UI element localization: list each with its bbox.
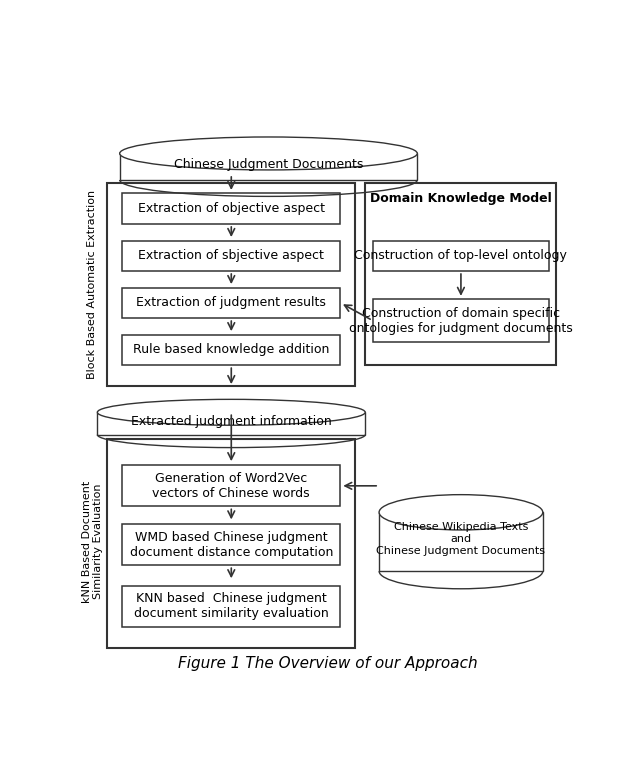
Text: KNN based  Chinese judgment
document similarity evaluation: KNN based Chinese judgment document simi… bbox=[134, 592, 329, 620]
Bar bbox=[108, 183, 355, 386]
Text: Chinese Wikipedia Texts
and
Chinese Judgment Documents: Chinese Wikipedia Texts and Chinese Judg… bbox=[376, 523, 545, 555]
Bar bbox=[379, 513, 543, 571]
Bar bbox=[122, 335, 340, 365]
Text: Generation of Word2Vec
vectors of Chinese words: Generation of Word2Vec vectors of Chines… bbox=[152, 472, 310, 500]
Bar bbox=[122, 193, 340, 224]
Text: Extraction of judgment results: Extraction of judgment results bbox=[136, 296, 326, 309]
Text: Extraction of sbjective aspect: Extraction of sbjective aspect bbox=[138, 249, 324, 262]
Bar bbox=[97, 413, 365, 435]
Bar bbox=[108, 439, 355, 648]
Text: kNN Based Document
Similarity Evaluation: kNN Based Document Similarity Evaluation bbox=[82, 481, 103, 603]
Ellipse shape bbox=[97, 400, 365, 426]
Bar bbox=[122, 524, 340, 565]
Text: Domain Knowledge Model: Domain Knowledge Model bbox=[370, 193, 552, 206]
Ellipse shape bbox=[379, 494, 543, 530]
Text: Rule based knowledge addition: Rule based knowledge addition bbox=[133, 344, 330, 357]
Text: WMD based Chinese judgment
document distance computation: WMD based Chinese judgment document dist… bbox=[129, 531, 333, 558]
Bar bbox=[122, 287, 340, 318]
Text: Chinese Judgment Documents: Chinese Judgment Documents bbox=[174, 157, 363, 170]
Bar bbox=[372, 299, 548, 342]
Bar bbox=[122, 586, 340, 627]
Bar bbox=[365, 183, 556, 365]
Text: Construction of top-level ontology: Construction of top-level ontology bbox=[355, 249, 567, 262]
Bar bbox=[122, 241, 340, 271]
Ellipse shape bbox=[120, 137, 417, 170]
Bar bbox=[372, 241, 548, 271]
Text: Figure 1 The Overview of our Approach: Figure 1 The Overview of our Approach bbox=[178, 656, 478, 671]
Bar bbox=[120, 154, 417, 180]
Bar bbox=[122, 465, 340, 507]
Text: Extracted judgment information: Extracted judgment information bbox=[131, 415, 332, 428]
Text: Block Based Automatic Extraction: Block Based Automatic Extraction bbox=[88, 190, 97, 379]
Text: Construction of domain specific
ontologies for judgment documents: Construction of domain specific ontologi… bbox=[349, 306, 573, 335]
Text: Extraction of objective aspect: Extraction of objective aspect bbox=[138, 202, 324, 215]
